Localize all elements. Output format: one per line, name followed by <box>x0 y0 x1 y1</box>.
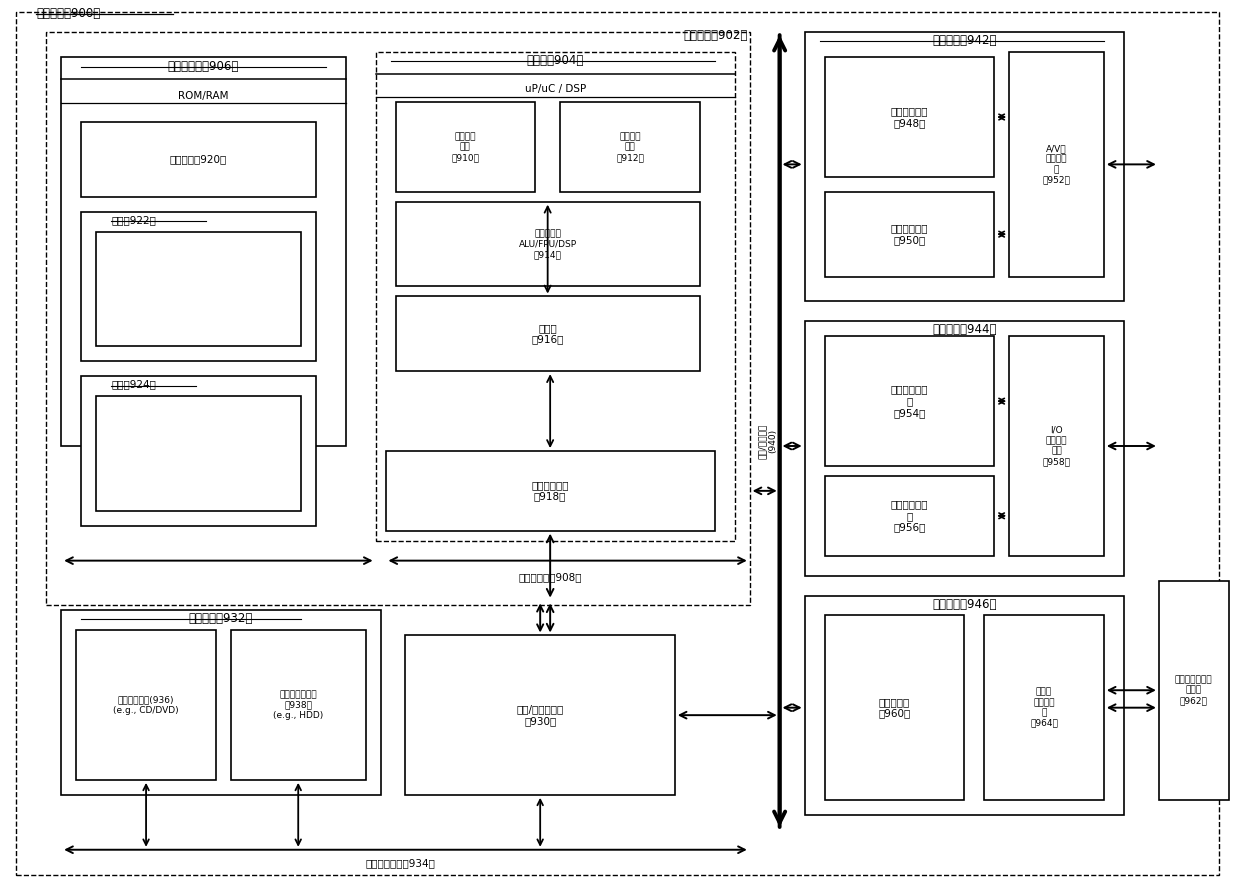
Bar <box>1159 581 1229 800</box>
Bar <box>985 616 1104 800</box>
Bar <box>825 616 965 800</box>
Text: 存储器总线（908）: 存储器总线（908） <box>518 573 582 583</box>
Text: 操作系统（920）: 操作系统（920） <box>170 154 227 165</box>
Bar <box>396 102 536 192</box>
Bar <box>825 192 994 276</box>
Text: I/O
端口（多
个）
（958）: I/O 端口（多 个） （958） <box>1043 426 1070 466</box>
Text: uP/uC / DSP: uP/uC / DSP <box>525 84 585 94</box>
Text: 一级高速
缓存
（910）: 一级高速 缓存 （910） <box>451 132 480 162</box>
Text: 算法模型
（928）: 算法模型 （928） <box>182 443 215 464</box>
Text: 数据（924）: 数据（924） <box>112 380 156 389</box>
Text: A/V端
口（多个
）
（952）: A/V端 口（多个 ） （952） <box>1043 144 1070 184</box>
Bar <box>1009 53 1104 276</box>
Text: 输出设备（942）: 输出设备（942） <box>932 34 997 47</box>
Bar <box>97 396 301 511</box>
Bar <box>805 595 1123 815</box>
Text: 并行接口控制
器
（956）: 并行接口控制 器 （956） <box>890 499 928 533</box>
Text: 通信端
口（多个
）
（964）: 通信端 口（多个 ） （964） <box>1030 688 1058 728</box>
Bar <box>825 476 994 556</box>
Bar <box>376 53 735 541</box>
Text: 不可移除储存器
（938）
(e.g., HDD): 不可移除储存器 （938） (e.g., HDD) <box>273 691 324 720</box>
Bar <box>61 610 381 795</box>
Text: 耦合分析装置
（926）: 耦合分析装置 （926） <box>180 278 217 299</box>
Bar <box>46 32 750 606</box>
Text: 处理器核心
ALU/FPU/DSP
（914）: 处理器核心 ALU/FPU/DSP （914） <box>518 229 577 259</box>
Text: 寄存器
（916）: 寄存器 （916） <box>532 323 564 345</box>
Bar <box>81 122 316 197</box>
Text: 串行接口控制
器
（954）: 串行接口控制 器 （954） <box>890 385 928 418</box>
Bar <box>1009 336 1104 556</box>
Text: 总线/接口控制器
（930）: 总线/接口控制器 （930） <box>517 705 564 726</box>
Bar <box>97 232 301 347</box>
Text: 图像处理单元
（948）: 图像处理单元 （948） <box>890 106 928 127</box>
Text: 应用（922）: 应用（922） <box>112 215 156 225</box>
Bar <box>61 57 346 446</box>
Text: 系统存储器（906）: 系统存储器（906） <box>167 61 239 73</box>
Bar <box>81 376 316 526</box>
Text: 通信设备（946）: 通信设备（946） <box>932 598 997 610</box>
Bar <box>231 631 366 780</box>
Bar <box>805 322 1123 576</box>
Bar <box>825 57 994 176</box>
Bar <box>396 297 699 372</box>
Bar <box>560 102 699 192</box>
Text: 可移除储存器(936)
(e.g., CD/DVD): 可移除储存器(936) (e.g., CD/DVD) <box>113 696 179 715</box>
Bar <box>396 201 699 287</box>
Text: 储存设备（932）: 储存设备（932） <box>188 612 253 625</box>
Bar <box>81 212 316 361</box>
Bar <box>805 32 1123 301</box>
Bar <box>405 635 675 795</box>
Text: 网络控制器
（960）: 网络控制器 （960） <box>878 697 910 718</box>
Bar <box>386 451 714 531</box>
Text: ROM/RAM: ROM/RAM <box>179 91 228 101</box>
Text: 存储器控制器
（918）: 存储器控制器 （918） <box>532 480 569 502</box>
Text: 音频处理单元
（950）: 音频处理单元 （950） <box>890 224 928 245</box>
Text: 其他计算设备（
多个）
（962）: 其他计算设备（ 多个） （962） <box>1174 675 1213 705</box>
Text: 储存接口总线（934）: 储存接口总线（934） <box>366 858 435 868</box>
Text: 总线/滤波接口
(940): 总线/滤波接口 (940) <box>758 423 777 459</box>
Bar <box>825 336 994 466</box>
Text: 二级高速
缓存
（912）: 二级高速 缓存 （912） <box>616 132 644 162</box>
Bar <box>76 631 216 780</box>
Text: 外围接口（944）: 外围接口（944） <box>932 323 997 337</box>
Text: 基本配置（902）: 基本配置（902） <box>683 29 748 42</box>
Text: 处理器（904）: 处理器（904） <box>527 54 584 67</box>
Text: 计算设备（900）: 计算设备（900） <box>36 7 100 20</box>
